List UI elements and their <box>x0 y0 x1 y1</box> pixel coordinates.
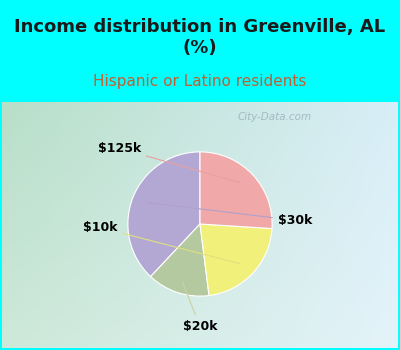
Wedge shape <box>128 152 200 276</box>
Text: Income distribution in Greenville, AL
(%): Income distribution in Greenville, AL (%… <box>14 18 386 57</box>
Text: Hispanic or Latino residents: Hispanic or Latino residents <box>93 74 307 89</box>
Wedge shape <box>200 152 272 229</box>
Text: City-Data.com: City-Data.com <box>238 112 312 122</box>
Text: $10k: $10k <box>83 221 240 264</box>
Text: $20k: $20k <box>183 283 217 333</box>
Text: $125k: $125k <box>98 142 240 183</box>
Text: $30k: $30k <box>148 203 312 227</box>
Wedge shape <box>200 224 272 295</box>
Wedge shape <box>151 224 209 296</box>
